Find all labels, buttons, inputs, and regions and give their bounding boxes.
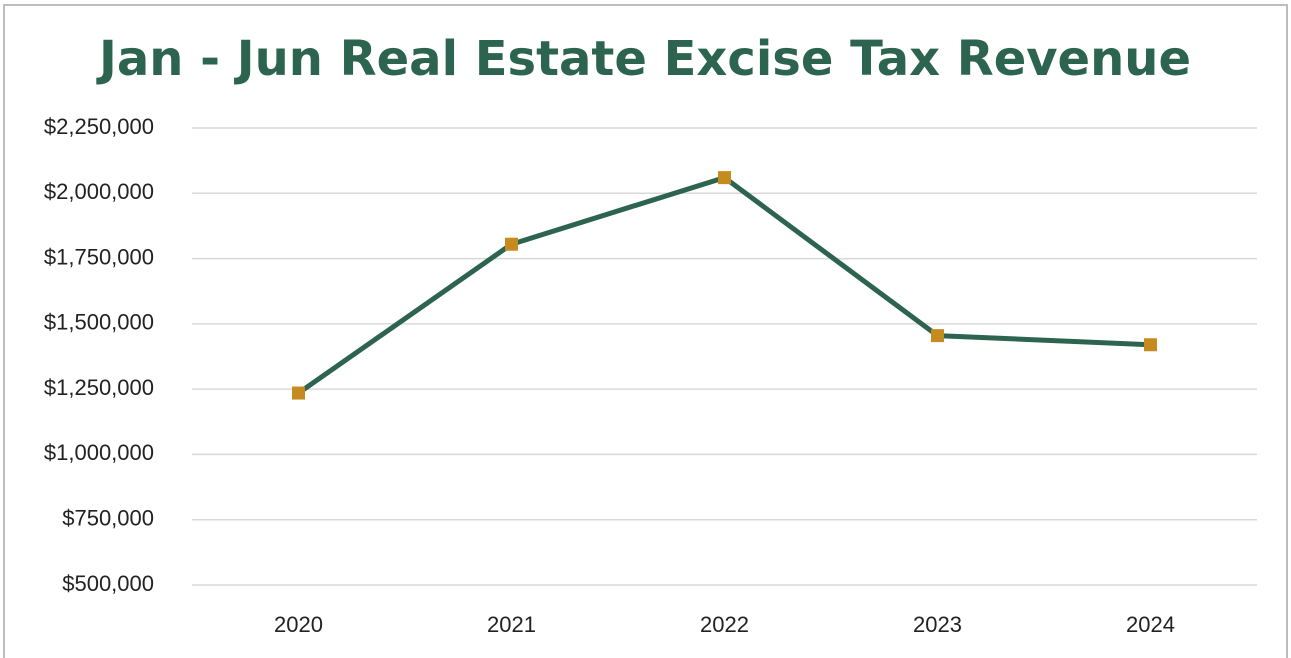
chart-title: Jan - Jun Real Estate Excise Tax Revenue [96,31,1191,87]
y-tick-label: $1,750,000 [44,244,154,269]
point-marker [292,386,305,400]
x-tick-label: 2021 [487,612,536,637]
y-tick-label: $1,500,000 [44,310,154,335]
y-tick-label: $2,000,000 [44,179,154,204]
point-marker [505,237,518,251]
point-marker [718,171,731,185]
y-tick-label: $2,250,000 [44,114,154,139]
point-marker [931,329,944,343]
x-tick-label: 2020 [274,612,323,637]
y-tick-label: $750,000 [62,506,154,531]
x-tick-label: 2022 [700,612,749,637]
y-tick-label: $500,000 [62,571,154,596]
y-tick-label: $1,000,000 [44,440,154,465]
x-tick-label: 2024 [1126,612,1175,637]
point-marker [1144,338,1157,352]
y-tick-label: $1,250,000 [44,375,154,400]
x-tick-label: 2023 [913,612,962,637]
chart-frame [3,4,1288,658]
